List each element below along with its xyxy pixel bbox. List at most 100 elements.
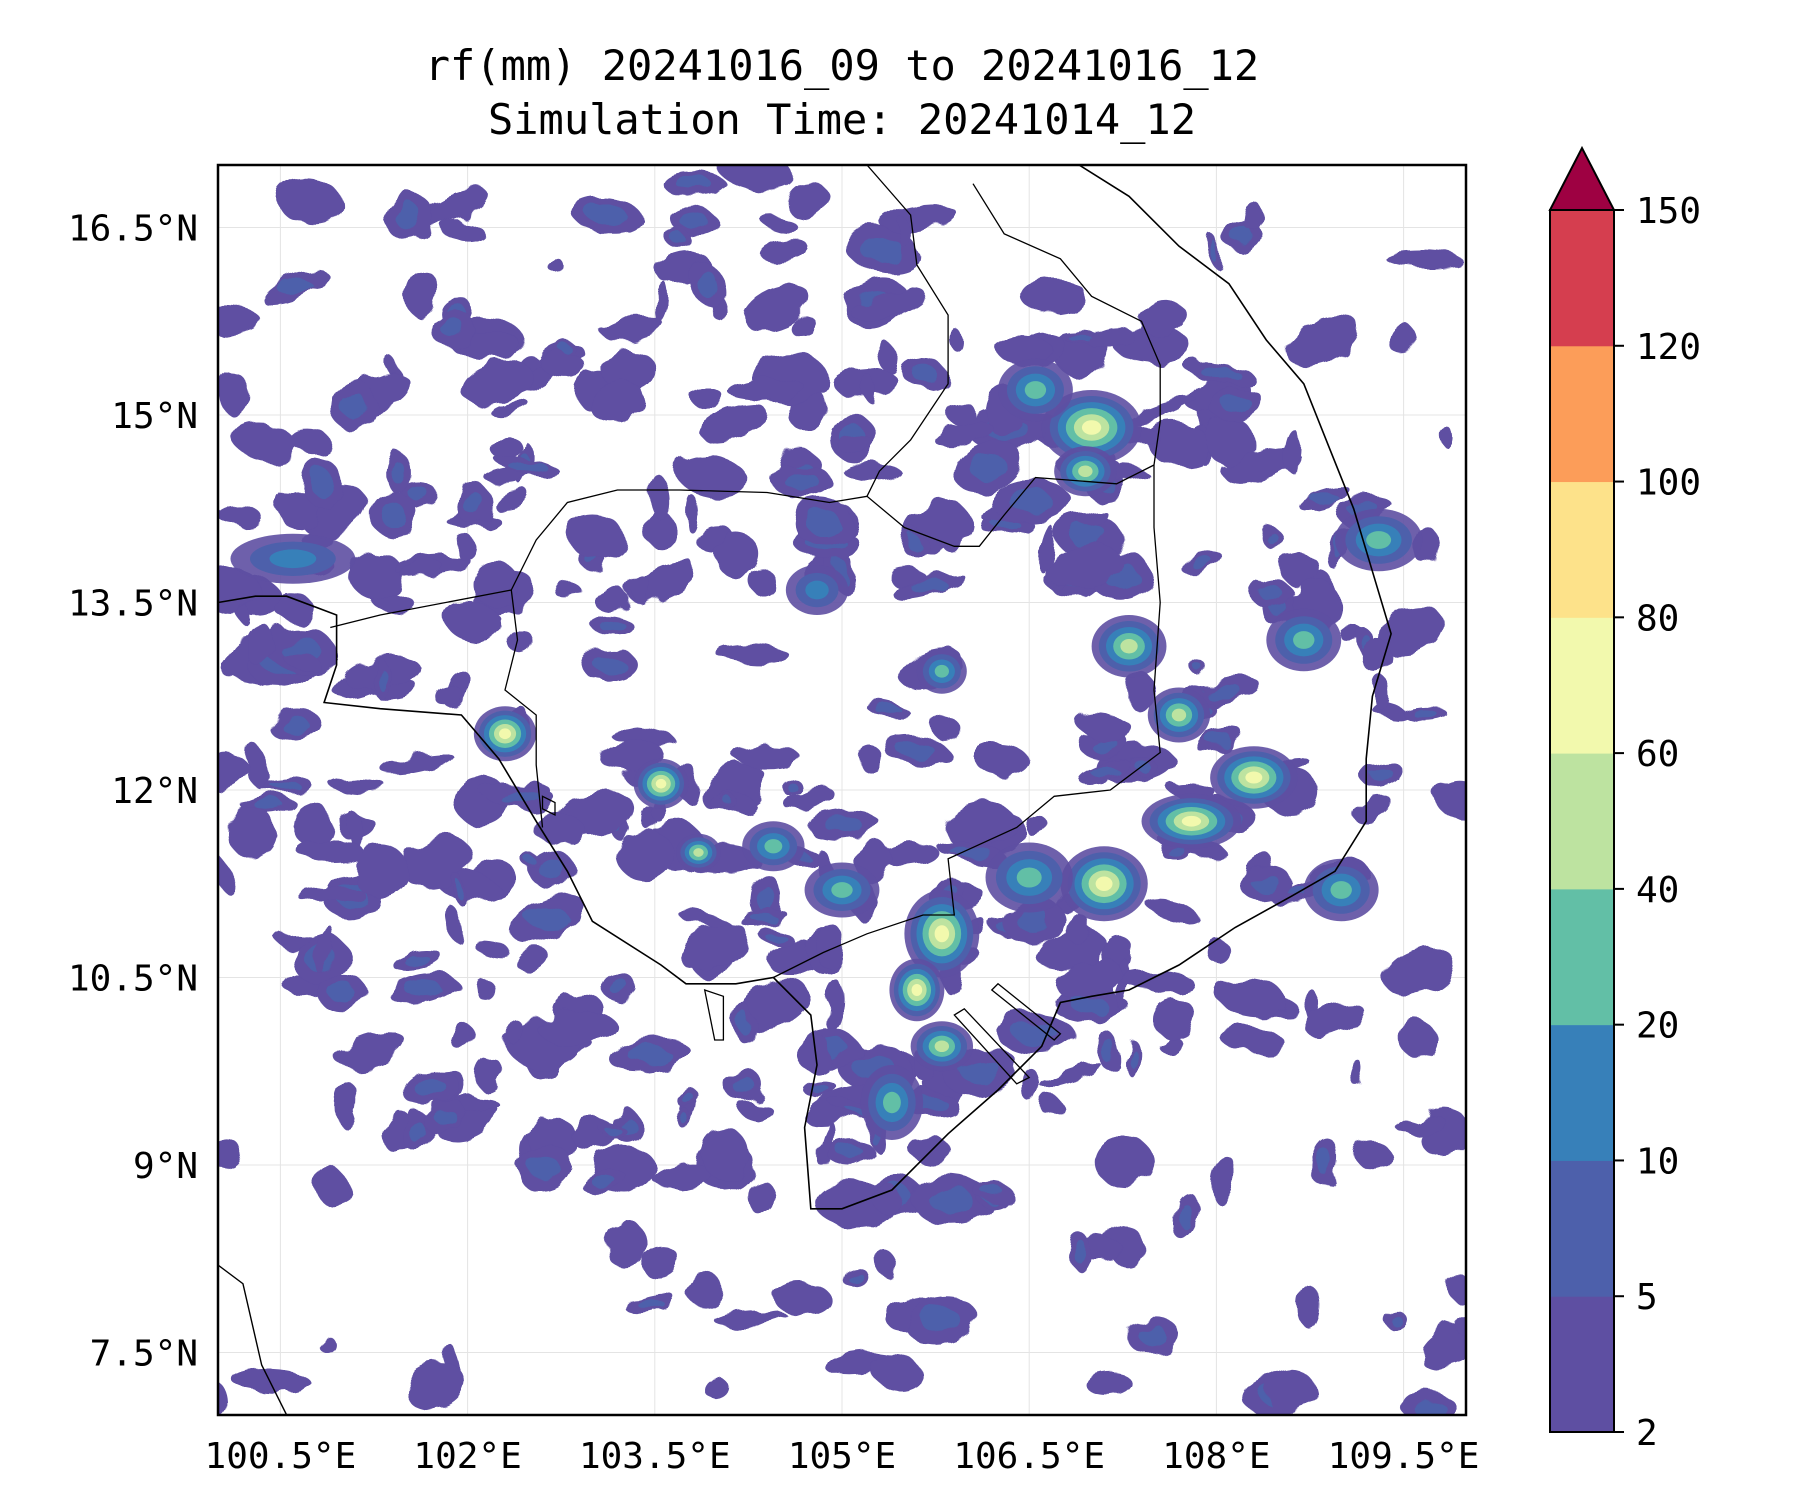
colorbar-tick-label: 2 xyxy=(1636,1413,1658,1454)
rainfall-cell xyxy=(911,983,923,997)
rainfall-patch xyxy=(907,579,948,590)
rainfall-patch xyxy=(898,217,912,250)
lat-tick-label: 7.5°N xyxy=(90,1334,198,1375)
rainfall-patch xyxy=(1159,1035,1183,1056)
rainfall-patch xyxy=(750,569,777,597)
rainfall-patch xyxy=(1267,1369,1316,1415)
rainfall-patch xyxy=(739,1101,775,1121)
rainfall-patch xyxy=(275,280,315,295)
rainfall-patch xyxy=(1230,225,1253,244)
rainfall-patch xyxy=(738,980,811,1030)
rainfall-patch xyxy=(715,642,790,666)
rainfall-patch xyxy=(1420,1322,1466,1371)
rainfall-patch xyxy=(550,259,566,276)
rainfall-patch xyxy=(1128,1049,1138,1068)
rainfall-patch xyxy=(1435,779,1466,819)
rainfall-patch xyxy=(677,177,713,192)
rainfall-patch xyxy=(838,1146,864,1160)
rainfall-patch xyxy=(454,881,464,898)
rainfall-patch xyxy=(1384,320,1415,354)
lat-tick-label: 16.5°N xyxy=(68,209,198,250)
rainfall-patch xyxy=(759,239,808,261)
rainfall-patch xyxy=(688,1274,725,1310)
rainfall-patch xyxy=(234,422,297,463)
rainfall-patch xyxy=(784,472,820,491)
rainfall-patch xyxy=(1036,929,1106,971)
rainfall-patch xyxy=(1148,900,1198,923)
rainfall-patch xyxy=(715,534,761,578)
lon-tick-label: 106.5°E xyxy=(953,1436,1105,1477)
colorbar-tick-label: 20 xyxy=(1636,1006,1679,1047)
rainfall-patch xyxy=(1201,684,1243,698)
rainfall-patch xyxy=(823,817,863,833)
island-outline xyxy=(953,1007,1031,1085)
rainfall-patch xyxy=(1056,961,1123,999)
rainfall-patch xyxy=(391,461,405,485)
rainfall-patch xyxy=(627,1045,671,1064)
rainfall-patch xyxy=(1072,1239,1087,1264)
rainfall-cell xyxy=(1245,771,1263,784)
rainfall-patch xyxy=(983,1188,1005,1198)
rainfall-patch xyxy=(630,573,651,602)
map-plot-area xyxy=(216,163,1468,1417)
rainfall-patch xyxy=(704,1378,729,1399)
rainfall-patch xyxy=(872,1353,921,1390)
rainfall-cells xyxy=(230,358,1423,1140)
rainfall-patch xyxy=(1151,997,1196,1038)
rainfall-patch xyxy=(1139,296,1186,339)
rainfall-patch xyxy=(875,1248,896,1279)
rainfall-patch xyxy=(773,1281,832,1316)
rainfall-cell xyxy=(655,778,667,789)
map-title-line-2: Simulation Time: 20241014_12 xyxy=(488,95,1196,144)
rainfall-field xyxy=(218,165,1466,1415)
rainfall-patch xyxy=(227,807,278,859)
colorbar-tick-label: 40 xyxy=(1636,870,1679,911)
rainfall-patch xyxy=(1146,422,1212,466)
rainfall-patch xyxy=(525,909,570,928)
rainfall-patch xyxy=(404,1362,465,1410)
rainfall-patch xyxy=(445,601,503,643)
rainfall-patch xyxy=(1354,1140,1391,1170)
rainfall-patch xyxy=(668,230,683,242)
rainfall-cell xyxy=(499,728,512,740)
rainfall-patch xyxy=(816,925,845,969)
rainfall-patch xyxy=(761,215,798,233)
rainfall-patch xyxy=(341,390,365,420)
rainfall-patch xyxy=(418,188,488,227)
colorbar-tick-label: 150 xyxy=(1636,191,1701,232)
lat-tick-label: 15°N xyxy=(111,396,198,437)
rainfall-cell xyxy=(934,1040,950,1053)
colorbar-segment xyxy=(1550,1024,1614,1161)
rainfall-patch xyxy=(906,535,921,551)
rainfall-patch xyxy=(490,435,522,460)
rainfall-patch xyxy=(376,667,386,690)
rainfall-cell xyxy=(831,882,853,898)
island-outline xyxy=(541,795,556,817)
rainfall-patch xyxy=(604,1125,621,1134)
rainfall-patch xyxy=(1282,427,1298,470)
rainfall-patch xyxy=(947,403,978,426)
rainfall-patch xyxy=(1352,795,1394,823)
rainfall-cell xyxy=(1095,876,1113,892)
rainfall-patch xyxy=(732,1075,755,1095)
rainfall-patch xyxy=(1372,675,1392,713)
rainfall-patch xyxy=(1089,767,1121,777)
rainfall-patch xyxy=(1128,670,1153,713)
rainfall-patch xyxy=(950,329,963,352)
colorbar-segment xyxy=(1550,617,1614,754)
rainfall-patch xyxy=(960,1058,1002,1085)
rainfall-patch xyxy=(644,511,676,549)
rainfall-patch xyxy=(403,981,442,996)
rainfall-patch xyxy=(1305,1002,1363,1037)
rainfall-patch xyxy=(796,1033,832,1073)
rainfall-patch xyxy=(655,1165,713,1190)
rainfall-patch xyxy=(1285,315,1360,365)
rainfall-patch xyxy=(492,488,531,511)
rainfall-patch xyxy=(1224,446,1299,484)
rainfall-cell xyxy=(1078,465,1093,478)
rainfall-cell xyxy=(1120,639,1138,654)
rainfall-patch xyxy=(475,978,495,1000)
rainfall-patch xyxy=(875,339,898,374)
rainfall-patch xyxy=(245,741,268,791)
lat-tick-label: 10.5°N xyxy=(68,959,198,1000)
